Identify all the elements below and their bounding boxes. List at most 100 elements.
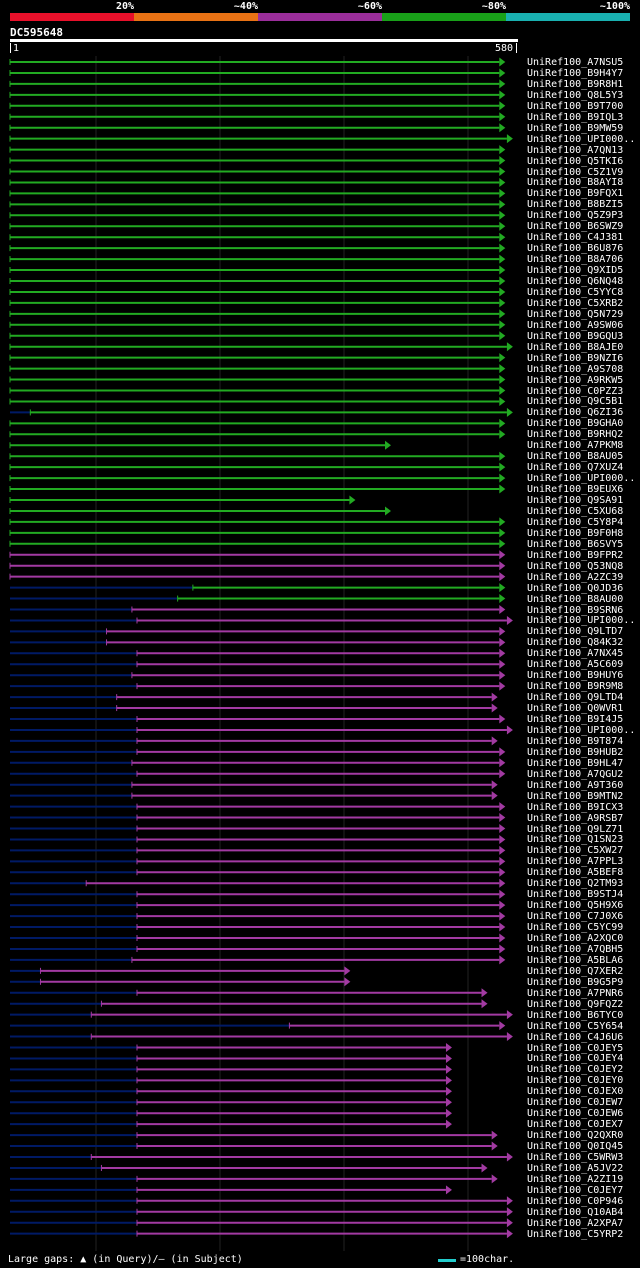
hit-label[interactable]: UniRef100_A7QN13 xyxy=(527,144,624,156)
hit-label[interactable]: UniRef100_Q7XER2 xyxy=(527,965,624,977)
hit-label[interactable]: UniRef100_B9T874 xyxy=(527,735,624,747)
hit-label[interactable]: UniRef100_Q10AB4 xyxy=(527,1206,624,1218)
hit-label[interactable]: UniRef100_B9ICX3 xyxy=(527,801,624,813)
hit-label[interactable]: UniRef100_A9RSB7 xyxy=(527,812,624,824)
hit-label[interactable]: UniRef100_Q6ZI36 xyxy=(527,407,624,419)
hit-label[interactable]: UniRef100_B9FPR2 xyxy=(527,549,624,561)
hit-label[interactable]: UniRef100_Q8L5Y3 xyxy=(527,89,624,101)
hit-label[interactable]: UniRef100_B9NZI6 xyxy=(527,352,624,364)
hit-label[interactable]: UniRef100_Q53NQ8 xyxy=(527,560,624,572)
hit-label[interactable]: UniRef100_C5Y8P4 xyxy=(527,516,624,528)
hit-label[interactable]: UniRef100_B9HL47 xyxy=(527,757,624,769)
hit-label[interactable]: UniRef100_B8AJE0 xyxy=(527,341,624,353)
hit-label[interactable]: UniRef100_B9HUY6 xyxy=(527,670,624,682)
hit-label[interactable]: UniRef100_A9T360 xyxy=(527,779,624,791)
hit-label[interactable]: UniRef100_C5Y654 xyxy=(527,1020,624,1032)
hit-label[interactable]: UniRef100_B9GQU3 xyxy=(527,330,624,342)
hit-label[interactable]: UniRef100_A5BLA6 xyxy=(527,954,624,966)
hit-label[interactable]: UniRef100_Q0IQ45 xyxy=(527,1141,624,1153)
hit-label[interactable]: UniRef100_Q9SA91 xyxy=(527,495,624,506)
hit-label[interactable]: UniRef100_B9IQL3 xyxy=(527,111,624,123)
hit-label[interactable]: UniRef100_C4J6U6 xyxy=(527,1031,624,1043)
hit-label[interactable]: UniRef100_C0P946 xyxy=(527,1195,624,1207)
hit-label[interactable]: UniRef100_A5BEF8 xyxy=(527,867,624,879)
hit-label[interactable]: UniRef100_B8AYI8 xyxy=(527,177,624,189)
hit-label[interactable]: UniRef100_C0JEY2 xyxy=(527,1064,624,1076)
hit-label[interactable]: UniRef100_B8AU05 xyxy=(527,451,624,463)
hit-label[interactable]: UniRef100_A7NX45 xyxy=(527,648,624,660)
hit-label[interactable]: UniRef100_Q9LZ71 xyxy=(527,823,624,835)
hit-label[interactable]: UniRef100_B9H4Y7 xyxy=(527,67,624,79)
hit-label[interactable]: UniRef100_C5YC99 xyxy=(527,922,624,934)
hit-label[interactable]: UniRef100_A7QBH5 xyxy=(527,943,624,955)
hit-label[interactable]: UniRef100_B8AU00 xyxy=(527,593,624,605)
hit-label[interactable]: UniRef100_C5XW27 xyxy=(527,845,624,857)
hit-label[interactable]: UniRef100_Q5TKI6 xyxy=(527,155,624,167)
hit-label[interactable]: UniRef100_A7PKM8 xyxy=(527,440,624,452)
hit-label[interactable]: UniRef100_A5JV22 xyxy=(527,1162,624,1174)
hit-label[interactable]: UniRef100_C5Z1V9 xyxy=(527,166,624,178)
hit-label[interactable]: UniRef100_UPI000.. xyxy=(527,473,636,485)
hit-label[interactable]: UniRef100_A7PNR6 xyxy=(527,987,624,999)
hit-label[interactable]: UniRef100_B9I4J5 xyxy=(527,714,624,725)
hit-label[interactable]: UniRef100_C0JEY4 xyxy=(527,1053,624,1065)
hit-label[interactable]: UniRef100_B9HUB2 xyxy=(527,746,624,758)
hit-label[interactable]: UniRef100_Q5N729 xyxy=(527,308,624,320)
hit-label[interactable]: UniRef100_B9GHA0 xyxy=(527,418,624,430)
hit-label[interactable]: UniRef100_Q5H9X6 xyxy=(527,900,624,912)
hit-label[interactable]: UniRef100_C7J0X6 xyxy=(527,911,624,923)
hit-label[interactable]: UniRef100_C0JEW6 xyxy=(527,1108,624,1120)
hit-label[interactable]: UniRef100_B9STJ4 xyxy=(527,889,624,901)
hit-label[interactable]: UniRef100_Q6NQ48 xyxy=(527,276,624,287)
hit-label[interactable]: UniRef100_B6U876 xyxy=(527,243,624,255)
hit-label[interactable]: UniRef100_B9R8H1 xyxy=(527,78,624,90)
hit-label[interactable]: UniRef100_B9G5P9 xyxy=(527,976,624,988)
hit-label[interactable]: UniRef100_B6SWZ9 xyxy=(527,221,624,233)
hit-label[interactable]: UniRef100_B9FQX1 xyxy=(527,188,624,200)
hit-label[interactable]: UniRef100_C0PZZ3 xyxy=(527,385,624,397)
hit-label[interactable]: UniRef100_C0JEX0 xyxy=(527,1086,624,1098)
hit-label[interactable]: UniRef100_A2ZI19 xyxy=(527,1173,624,1185)
hit-label[interactable]: UniRef100_UPI000.. xyxy=(527,133,636,145)
hit-label[interactable]: UniRef100_UPI000.. xyxy=(527,615,636,627)
hit-label[interactable]: UniRef100_Q0WVR1 xyxy=(527,703,624,715)
hit-label[interactable]: UniRef100_B9SRN6 xyxy=(527,604,624,616)
hit-label[interactable]: UniRef100_Q9C5B1 xyxy=(527,396,624,408)
hit-label[interactable]: UniRef100_Q5Z9P3 xyxy=(527,210,624,222)
hit-label[interactable]: UniRef100_A7QGU2 xyxy=(527,768,624,780)
hit-label[interactable]: UniRef100_B8A706 xyxy=(527,254,624,266)
hit-label[interactable]: UniRef100_B6SVY5 xyxy=(527,538,624,550)
hit-label[interactable]: UniRef100_Q9LTD7 xyxy=(527,626,624,638)
hit-label[interactable]: UniRef100_C0JEX7 xyxy=(527,1119,624,1131)
hit-label[interactable]: UniRef100_B9RHQ2 xyxy=(527,429,624,441)
hit-label[interactable]: UniRef100_A2XQC0 xyxy=(527,933,624,944)
hit-label[interactable]: UniRef100_Q84K32 xyxy=(527,637,624,649)
hit-label[interactable]: UniRef100_A7NSU5 xyxy=(527,57,624,68)
hit-label[interactable]: UniRef100_UPI000.. xyxy=(527,724,636,736)
hit-label[interactable]: UniRef100_A7PPL3 xyxy=(527,856,624,868)
hit-label[interactable]: UniRef100_C0JEY5 xyxy=(527,1042,624,1054)
hit-label[interactable]: UniRef100_B6TYC0 xyxy=(527,1009,624,1021)
hit-label[interactable]: UniRef100_Q9FQZ2 xyxy=(527,998,624,1010)
hit-label[interactable]: UniRef100_C5WRW3 xyxy=(527,1152,624,1163)
hit-label[interactable]: UniRef100_C5YRP2 xyxy=(527,1228,624,1240)
hit-label[interactable]: UniRef100_C5XRB2 xyxy=(527,297,624,309)
hit-label[interactable]: UniRef100_Q2TM93 xyxy=(527,878,624,890)
hit-label[interactable]: UniRef100_C0JEY7 xyxy=(527,1184,624,1196)
hit-label[interactable]: UniRef100_B9MW59 xyxy=(527,122,624,134)
hit-label[interactable]: UniRef100_B9MTN2 xyxy=(527,790,624,802)
hit-label[interactable]: UniRef100_C0JEY0 xyxy=(527,1075,624,1087)
hit-label[interactable]: UniRef100_A9RKW5 xyxy=(527,374,624,386)
hit-label[interactable]: UniRef100_Q2QXR0 xyxy=(527,1130,624,1142)
hit-label[interactable]: UniRef100_A5C609 xyxy=(527,659,624,671)
hit-label[interactable]: UniRef100_B8BZI5 xyxy=(527,199,624,211)
hit-label[interactable]: UniRef100_A2XPA7 xyxy=(527,1217,624,1229)
hit-label[interactable]: UniRef100_Q0JD36 xyxy=(527,582,624,594)
hit-label[interactable]: UniRef100_A9SW06 xyxy=(527,319,624,331)
hit-label[interactable]: UniRef100_B9T700 xyxy=(527,100,624,112)
hit-label[interactable]: UniRef100_A9S708 xyxy=(527,363,624,375)
hit-label[interactable]: UniRef100_Q1SN23 xyxy=(527,834,624,846)
hit-label[interactable]: UniRef100_Q9XID5 xyxy=(527,265,624,277)
hit-label[interactable]: UniRef100_B9EUX6 xyxy=(527,484,624,496)
hit-label[interactable]: UniRef100_A2ZC39 xyxy=(527,571,624,583)
